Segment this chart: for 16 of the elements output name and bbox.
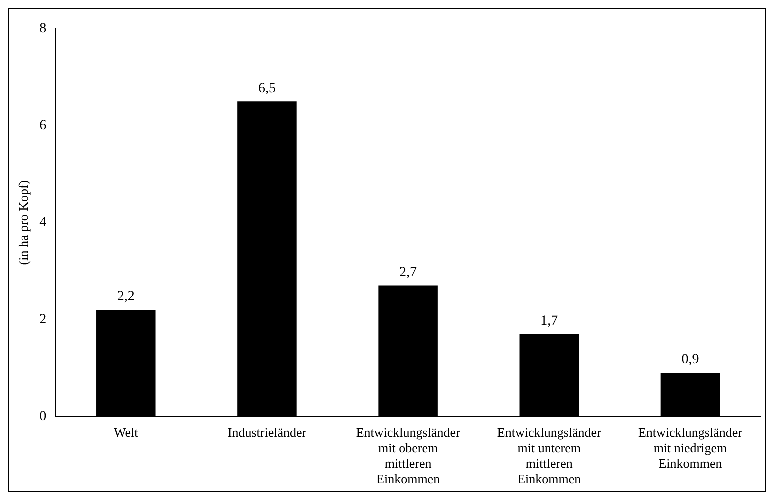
- x-tick-label: Welt: [114, 424, 139, 440]
- y-tick-label: 0: [40, 409, 47, 424]
- x-tick-label: Entwicklungsländer mit niedrigem Einkommen: [638, 424, 744, 472]
- data-label: 6,5: [258, 81, 276, 96]
- x-tick-label: Industrieländer: [228, 424, 308, 440]
- y-tick-label: 6: [40, 118, 47, 134]
- data-label: 0,9: [682, 352, 700, 368]
- x-tick-label: Entwicklungsländer mit unterem mittleren Einkommen: [497, 424, 602, 487]
- y-tick-label: 4: [40, 215, 47, 230]
- data-label: 1,7: [540, 314, 558, 329]
- y-tick-label: 8: [40, 22, 47, 37]
- data-label: 2,7: [400, 265, 418, 280]
- x-tick-label: Entwicklungsländer mit oberem mittleren Einkommen: [356, 424, 461, 487]
- y-tick-label: 2: [40, 312, 47, 328]
- data-label: 2,2: [117, 290, 135, 305]
- y-axis-title: (in ha pro Kopf): [16, 180, 32, 266]
